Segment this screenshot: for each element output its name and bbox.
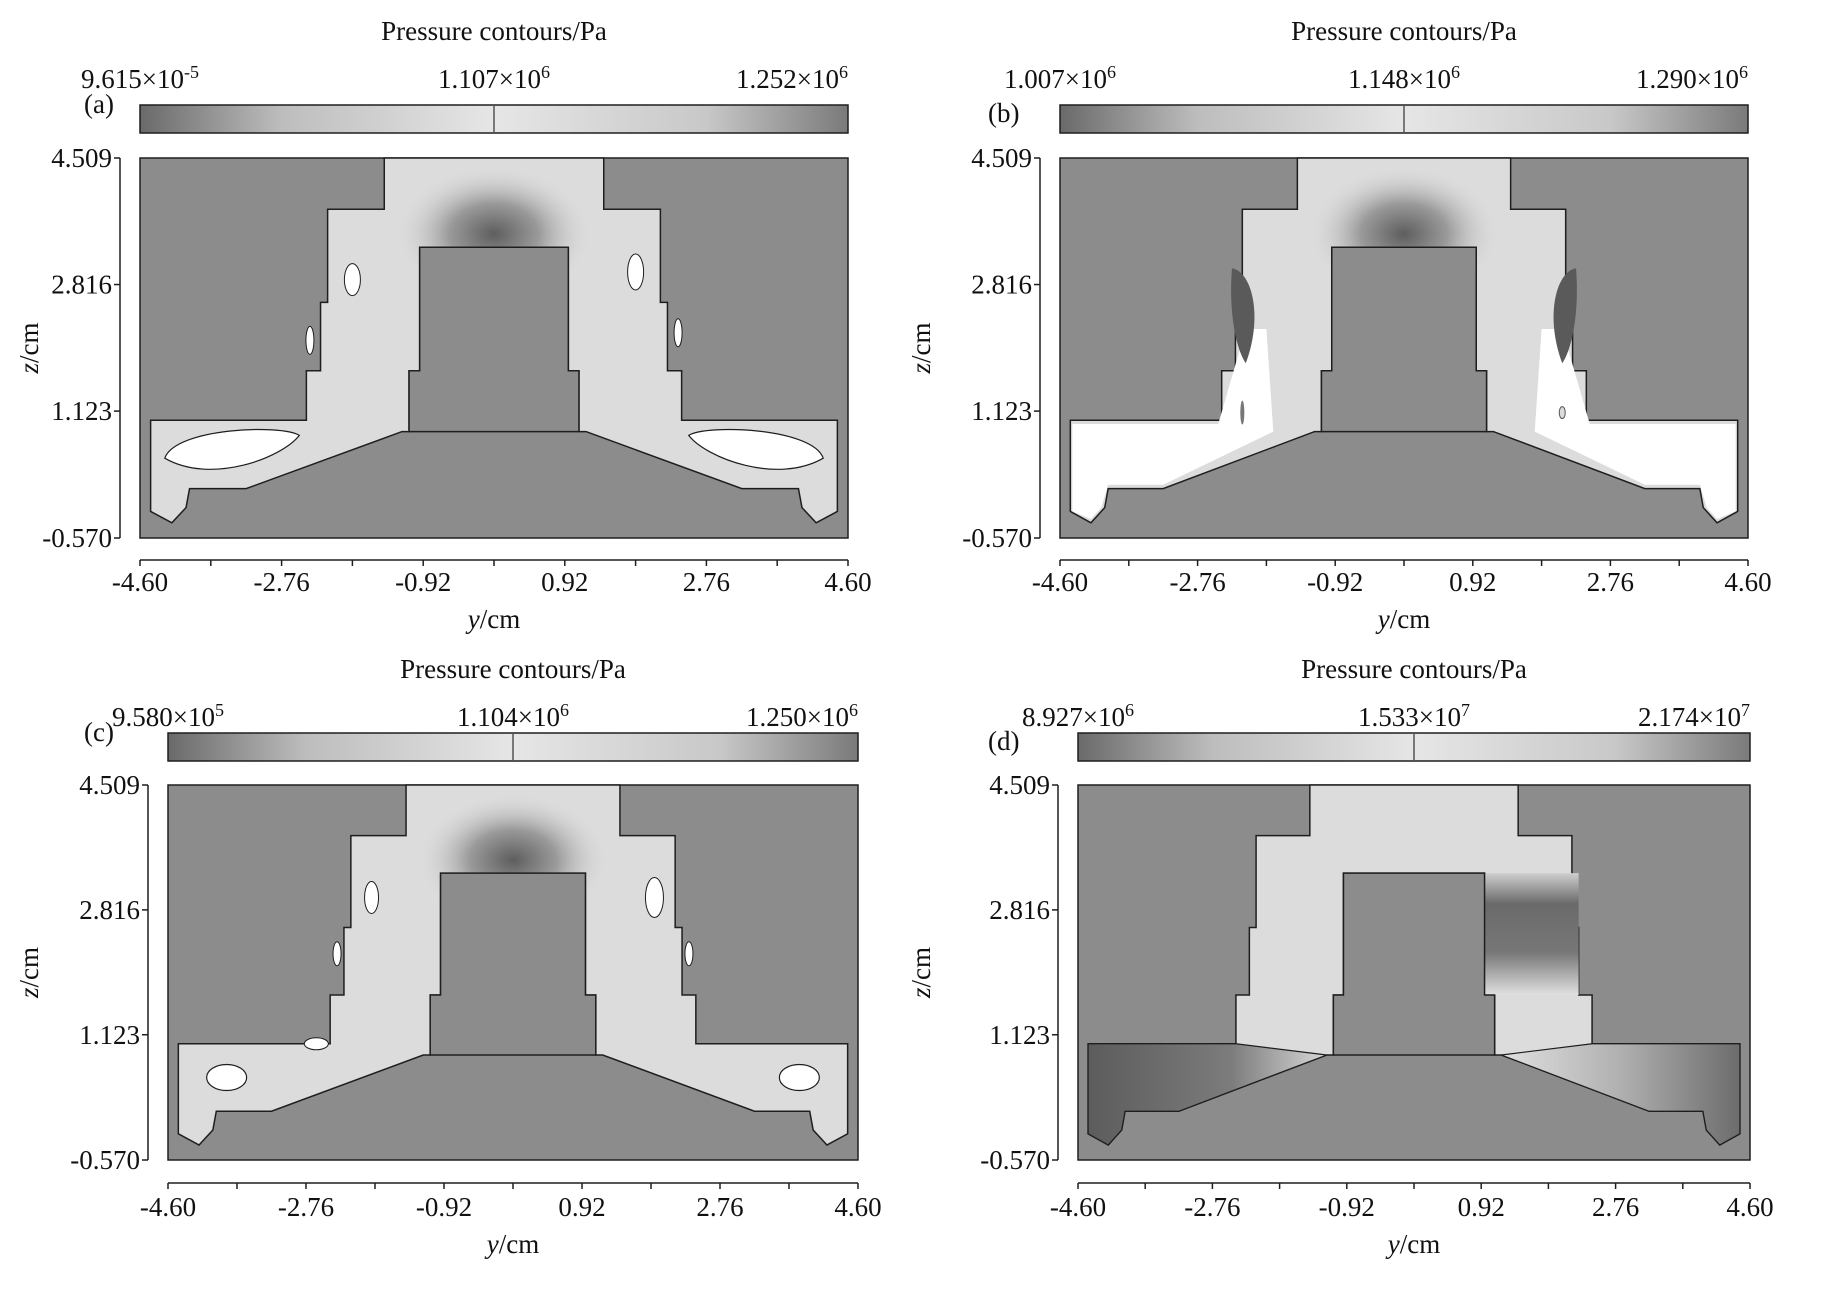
y-tick-label: 2.76 [696,1192,743,1222]
cavitation-void-right [687,428,824,470]
y-axis-label: y/cm [465,604,520,634]
low-pressure-streak [1240,400,1245,425]
z-tick-label: 1.123 [79,1020,140,1050]
cavitation-void [332,941,342,967]
y-tick-label: -2.76 [278,1192,334,1222]
low-pressure-zone [1231,268,1255,364]
low-pressure-zone [1484,873,1579,995]
panel-label: (c) [84,717,114,747]
z-tick-label: 4.509 [51,143,112,173]
panel-label: (a) [84,89,114,119]
y-tick-label: -2.76 [1184,1192,1240,1222]
z-tick-label: 1.123 [989,1020,1050,1050]
low-pressure-zone-left [1087,1043,1327,1146]
colorbar-min-label: 8.927×106 [1022,700,1134,732]
solid-core [1332,872,1496,1056]
z-axis-label: z/cm [14,947,44,999]
colorbar-max-label: 1.252×106 [736,62,848,94]
z-tick-label: 2.816 [971,270,1032,300]
y-tick-label: 0.92 [1449,567,1496,597]
panel-title: Pressure contours/Pa [400,654,626,684]
panel-d: Pressure contours/Pa (d)8.927×106 1.533×10… [906,654,1774,1259]
y-tick-label: 2.76 [1592,1192,1639,1222]
solid-core [429,872,597,1056]
colorbar-mid-label: 1.107×106 [438,62,550,94]
cavitation-void-left [164,428,301,470]
z-axis-label: z/cm [14,322,44,374]
panel-title: Pressure contours/Pa [1291,16,1517,46]
high-gradient-zone-right [1501,1043,1741,1146]
cavitation-void-left [206,1063,248,1092]
y-tick-label: 4.60 [824,567,871,597]
panel-title: Pressure contours/Pa [381,16,607,46]
y-tick-label: -0.92 [416,1192,472,1222]
z-tick-label: -0.570 [980,1145,1050,1175]
panel-title: Pressure contours/Pa [1301,654,1527,684]
cavitation-void-right [1534,329,1736,519]
cavitation-void-left [1072,329,1274,519]
z-tick-label: 1.123 [51,396,112,426]
y-tick-label: 0.92 [558,1192,605,1222]
z-tick-label: -0.570 [962,523,1032,553]
z-tick-label: 4.509 [989,770,1050,800]
low-pressure-zone [1553,268,1577,364]
y-tick-label: -0.92 [395,567,451,597]
colorbar-max-label: 1.250×106 [746,700,858,732]
low-pressure-streak [1558,406,1566,420]
z-tick-label: 1.123 [971,396,1032,426]
colorbar-min-label: 1.007×106 [1004,62,1116,94]
cavitation-void [305,325,315,355]
y-tick-label: -0.92 [1307,567,1363,597]
cavitation-void-right [778,1063,820,1092]
cavitation-void [303,1037,329,1051]
panel-label: (b) [988,98,1019,128]
solid-core [1320,246,1488,433]
y-tick-label: 2.76 [1587,567,1634,597]
colorbar-mid-label: 1.148×106 [1348,62,1460,94]
y-tick-label: -4.60 [140,1192,196,1222]
cavitation-void [627,253,645,291]
y-tick-label: 0.92 [1458,1192,1505,1222]
colorbar-min-label: 9.580×105 [112,700,224,732]
y-axis-label: y/cm [1375,604,1430,634]
z-tick-label: 4.509 [79,770,140,800]
y-tick-label: 2.76 [683,567,730,597]
y-tick-label: -4.60 [112,567,168,597]
z-axis-label: z/cm [906,322,936,374]
colorbar-max-label: 2.174×107 [1638,700,1750,732]
cavitation-void [343,263,361,297]
panel-b: Pressure contours/Pa (b) 1.007×106 1.148×10… [906,16,1772,634]
y-tick-label: 4.60 [834,1192,881,1222]
y-tick-label: 4.60 [1726,1192,1773,1222]
cavitation-void [364,881,380,914]
z-tick-label: -0.570 [70,1145,140,1175]
cavitation-void [673,318,683,348]
y-axis-label: y/cm [1385,1229,1440,1259]
colorbar-mid-label: 1.104×106 [457,700,569,732]
y-tick-label: -2.76 [1169,567,1225,597]
z-axis-label: z/cm [906,947,936,999]
z-tick-label: 2.816 [79,895,140,925]
colorbar-mid-label: 1.533×107 [1358,700,1470,732]
colorbar-max-label: 1.290×106 [1636,62,1748,94]
panel-label: (d) [988,726,1019,756]
panel-c: Pressure contours/Pa (c)9.580×105 1.104×10… [14,654,882,1259]
cavitation-void [644,877,664,918]
y-axis-label: y/cm [484,1229,539,1259]
z-tick-label: 4.509 [971,143,1032,173]
cavitation-void [684,941,694,967]
y-tick-label: 4.60 [1724,567,1771,597]
y-tick-label: -2.76 [253,567,309,597]
y-tick-label: -0.92 [1319,1192,1375,1222]
y-tick-label: -4.60 [1050,1192,1106,1222]
y-tick-label: 0.92 [541,567,588,597]
z-tick-label: 2.816 [51,270,112,300]
colorbar-min-label: 9.615×10-5 [81,62,199,94]
panel-a: Pressure contours/Pa (a)9.615×10-5 1.107×1… [14,16,872,634]
z-tick-label: 2.816 [989,895,1050,925]
z-tick-label: -0.570 [42,523,112,553]
solid-core [408,246,580,433]
y-tick-label: -4.60 [1032,567,1088,597]
